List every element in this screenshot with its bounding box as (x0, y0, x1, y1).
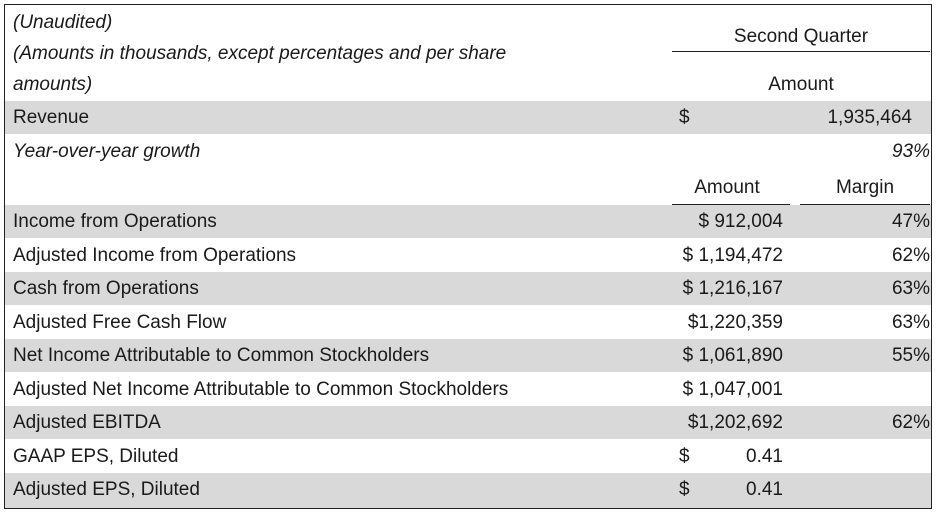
row-margin: 62% (891, 245, 930, 266)
financial-table (4, 4, 932, 509)
period-header: Second Quarter (733, 26, 869, 47)
row-shade (5, 339, 931, 372)
row-amount: $ 1,061,890 (682, 345, 783, 366)
row-amount: $ 1,216,167 (682, 278, 783, 299)
row-margin: 63% (891, 278, 930, 299)
row-amount: $ 912,004 (698, 211, 783, 232)
row-label: Income from Operations (13, 211, 217, 232)
eps-value: 0.41 (746, 446, 783, 467)
row-margin: 55% (891, 345, 930, 366)
revenue-currency: $ (679, 107, 690, 128)
eps-currency: $ (679, 446, 690, 467)
row-label: Adjusted EBITDA (13, 412, 161, 433)
amounts-note-line1: (Amounts in thousands, except percentage… (13, 43, 507, 64)
margin-subheader-rule (800, 204, 930, 205)
eps-label: Adjusted EPS, Diluted (13, 479, 200, 500)
margin-subheader: Margin (835, 177, 895, 198)
row-label: Cash from Operations (13, 278, 199, 299)
amount-subheader: Amount (694, 177, 760, 198)
row-amount: $ 1,047,001 (682, 379, 783, 400)
growth-label: Year-over-year growth (13, 141, 201, 162)
amounts-note-line2: amounts) (13, 74, 93, 95)
amount-column-header: Amount (768, 74, 834, 95)
row-label: Net Income Attributable to Common Stockh… (13, 345, 430, 366)
eps-value: 0.41 (746, 479, 783, 500)
row-shade-revenue (5, 101, 931, 134)
row-amount: $ 1,194,472 (682, 245, 783, 266)
revenue-label: Revenue (13, 107, 90, 128)
row-shade (5, 473, 931, 508)
row-shade (5, 272, 931, 305)
amount-subheader-rule (672, 204, 790, 205)
row-margin: 62% (891, 412, 930, 433)
unaudited-note: (Unaudited) (13, 12, 113, 33)
row-shade (5, 406, 931, 439)
eps-label: GAAP EPS, Diluted (13, 446, 179, 467)
row-amount: $1,202,692 (687, 412, 783, 433)
row-shade (5, 205, 931, 238)
row-margin: 63% (891, 312, 930, 333)
row-margin: 47% (891, 211, 930, 232)
growth-value: 93% (891, 141, 930, 162)
row-amount: $1,220,359 (687, 312, 783, 333)
revenue-value: 1,935,464 (827, 107, 912, 128)
eps-currency: $ (679, 479, 690, 500)
row-label: Adjusted Free Cash Flow (13, 312, 227, 333)
row-label: Adjusted Income from Operations (13, 245, 297, 266)
row-label: Adjusted Net Income Attributable to Comm… (13, 379, 509, 400)
period-underline (672, 51, 930, 52)
